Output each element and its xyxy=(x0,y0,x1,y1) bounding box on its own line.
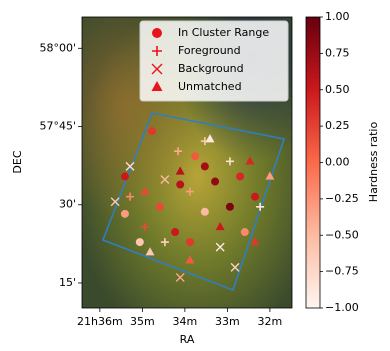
legend-label: Unmatched xyxy=(178,80,242,93)
legend-label: Background xyxy=(178,62,244,75)
point xyxy=(185,238,194,247)
colorbar-tick-label: −0.25 xyxy=(325,192,359,205)
point xyxy=(120,209,129,218)
plot-frame xyxy=(81,16,293,309)
point xyxy=(251,192,260,201)
legend-marker xyxy=(152,28,162,38)
point xyxy=(205,134,215,143)
colorbar-tick-label: 0.25 xyxy=(325,119,350,132)
point xyxy=(160,238,169,247)
point xyxy=(225,202,234,211)
colorbar xyxy=(305,16,321,309)
y-tick-label: 15' xyxy=(59,276,76,289)
point xyxy=(191,152,200,161)
legend-marker xyxy=(151,81,163,91)
point xyxy=(126,192,135,201)
point xyxy=(171,228,180,237)
x-tick-label: 34m xyxy=(173,315,198,328)
point xyxy=(160,175,170,184)
legend-marker xyxy=(151,63,163,75)
point xyxy=(110,197,120,207)
y-tick-label: 57°45' xyxy=(39,120,76,133)
point xyxy=(200,162,209,171)
point xyxy=(148,127,157,136)
point xyxy=(200,207,209,216)
legend: In Cluster Range Foreground Background Unma… xyxy=(139,20,289,102)
field-outline xyxy=(101,112,286,292)
point xyxy=(175,166,185,175)
point xyxy=(225,157,234,166)
y-axis-label: DEC xyxy=(11,150,24,173)
colorbar-tick-label: 0.50 xyxy=(325,83,350,96)
legend-label: Foreground xyxy=(178,44,241,57)
point xyxy=(155,202,164,211)
x-tick-label: 35m xyxy=(130,315,155,328)
point xyxy=(176,180,185,189)
x-tick-label: 21h36m xyxy=(77,315,123,328)
point xyxy=(256,202,265,211)
point xyxy=(211,177,220,186)
legend-label: In Cluster Range xyxy=(178,26,269,39)
point xyxy=(174,147,183,156)
point xyxy=(215,221,225,231)
point xyxy=(265,171,275,180)
y-tick-label: 30' xyxy=(59,198,76,211)
point xyxy=(175,272,185,282)
point xyxy=(185,255,195,264)
point xyxy=(250,237,260,246)
y-tick-label: 58°00' xyxy=(39,41,76,54)
point xyxy=(145,247,155,256)
point xyxy=(140,186,150,195)
colorbar-tick-label: −0.50 xyxy=(325,228,359,241)
point xyxy=(140,222,149,231)
colorbar-tick-label: 0.75 xyxy=(325,46,350,59)
point xyxy=(230,262,240,272)
legend-marker xyxy=(152,46,162,56)
point xyxy=(125,161,135,171)
colorbar-tick-label: 1.00 xyxy=(325,10,350,23)
colorbar-tick-label: 0.00 xyxy=(325,156,350,169)
point xyxy=(135,238,144,247)
x-axis-label: RA xyxy=(180,333,195,346)
point xyxy=(185,187,194,196)
point xyxy=(245,156,255,165)
x-tick-label: 32m xyxy=(258,315,283,328)
colorbar-tick-label: −0.75 xyxy=(325,265,359,278)
colorbar-tick-label: −1.00 xyxy=(325,301,359,314)
x-tick-label: 33m xyxy=(215,315,240,328)
colorbar-label: Hardness ratio xyxy=(367,122,380,203)
point xyxy=(240,228,249,237)
point xyxy=(236,172,245,181)
point xyxy=(120,172,129,181)
point xyxy=(215,242,225,252)
